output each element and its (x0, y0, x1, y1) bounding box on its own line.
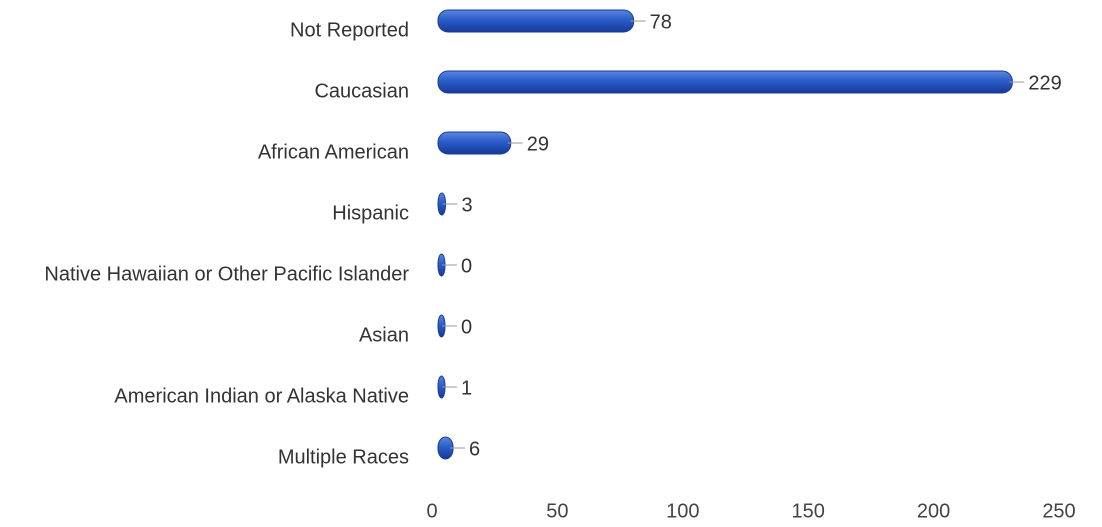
y-tick-label: African American (258, 141, 409, 163)
value-label: 1 (461, 377, 472, 399)
y-tick-label: Not Reported (290, 19, 409, 41)
value-label: 3 (462, 194, 473, 216)
y-tick-label: Native Hawaiian or Other Pacific Islande… (44, 263, 409, 285)
x-tick-label: 250 (1042, 500, 1075, 522)
x-tick-label: 200 (917, 500, 950, 522)
value-label: 78 (650, 11, 672, 33)
x-tick-label: 50 (546, 500, 568, 522)
y-tick-label: Caucasian (314, 80, 409, 102)
y-tick-label: American Indian or Alaska Native (114, 385, 409, 407)
bar (437, 70, 1013, 94)
y-tick-label: Multiple Races (278, 446, 409, 468)
bar (437, 9, 635, 33)
bar (437, 131, 512, 155)
value-label: 0 (461, 316, 472, 338)
value-label: 29 (527, 133, 549, 155)
y-tick-label: Hispanic (332, 202, 409, 224)
y-tick-label: Asian (359, 324, 409, 346)
x-tick-label: 150 (792, 500, 825, 522)
value-label: 229 (1028, 72, 1061, 94)
value-label: 6 (469, 438, 480, 460)
value-label: 0 (461, 255, 472, 277)
x-tick-label: 100 (666, 500, 699, 522)
x-tick-label: 0 (426, 500, 437, 522)
